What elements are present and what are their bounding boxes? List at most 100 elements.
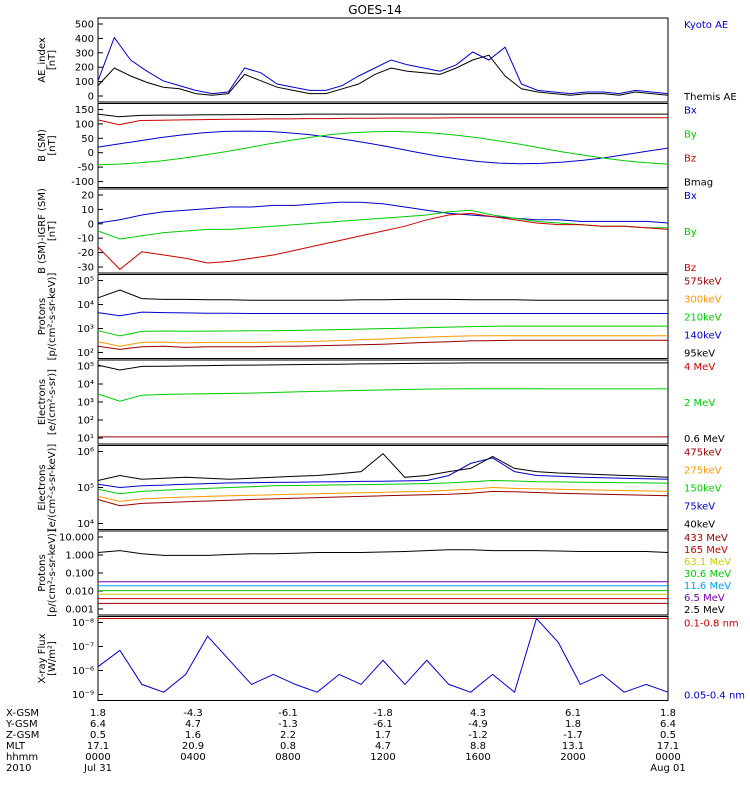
legend-label: Bmag bbox=[684, 178, 713, 189]
legend-label: 40keV bbox=[684, 520, 715, 531]
footer-value: Jul 31 bbox=[83, 763, 112, 774]
y-tick-label: 10⁵ bbox=[77, 362, 94, 373]
y-axis-label-line: Protons bbox=[37, 298, 48, 335]
y-tick-label: 10⁻⁹ bbox=[72, 690, 94, 701]
y-tick-label: 10⁻⁸ bbox=[72, 618, 94, 629]
series-line bbox=[97, 339, 668, 350]
panel-7: 10⁻⁸ 10⁻⁷ 10⁻⁶ 10⁻⁹ X-ray Flux [W/m²] 0.1-0.8 … bbox=[37, 616, 745, 702]
y-tick-label: 0 bbox=[88, 92, 94, 103]
y-axis-label: X-ray Flux [W/m²] bbox=[37, 633, 58, 683]
footer-value: 4.7 bbox=[185, 719, 201, 730]
y-tick-label: 10³ bbox=[77, 398, 94, 409]
y-tick-label: 10⁵ bbox=[77, 483, 94, 494]
y-tick-label: -30 bbox=[78, 263, 94, 274]
footer-value: 0.5 bbox=[90, 730, 106, 741]
footer-row-label: 2010 bbox=[6, 763, 31, 774]
y-axis-label-line: [p/(cm²-s-sr-keV)] bbox=[47, 273, 58, 361]
legend-label: 30.6 MeV bbox=[684, 569, 731, 580]
series-line bbox=[97, 201, 669, 224]
legend-label: 0.1-0.8 nm bbox=[684, 619, 739, 630]
panel-frame bbox=[97, 445, 669, 530]
legend-label: Themis AE bbox=[683, 92, 737, 103]
series-line bbox=[97, 453, 669, 481]
y-tick-label: 0.010 bbox=[65, 587, 94, 598]
y-tick-label: 0 bbox=[88, 219, 94, 230]
y-axis-label-line: B (SM)-IGRF (SM) bbox=[37, 188, 48, 274]
y-tick-label: 10² bbox=[77, 348, 94, 359]
footer-value: -6.1 bbox=[278, 708, 298, 719]
footer-value: 1.7 bbox=[375, 730, 391, 741]
footer-row-label: hhmm bbox=[6, 752, 38, 763]
panel-frame bbox=[97, 274, 669, 359]
series-line bbox=[97, 209, 668, 240]
legend-label: 2 MeV bbox=[684, 398, 715, 409]
y-axis-label: Electrons [e/(cm²-s-sr-keV)] bbox=[37, 444, 58, 532]
y-tick-label: 200 bbox=[75, 63, 94, 74]
legend-label: 275keV bbox=[684, 466, 722, 477]
series-line bbox=[97, 130, 669, 166]
legend-label: 4 MeV bbox=[684, 362, 715, 373]
legend-label: 475keV bbox=[684, 448, 722, 459]
legend-label: By bbox=[684, 130, 697, 141]
panel-frame bbox=[97, 17, 669, 103]
series-line bbox=[97, 212, 669, 271]
panel-frame bbox=[97, 616, 669, 701]
footer-value: 0000 bbox=[655, 752, 680, 763]
footer-row-label: MLT bbox=[6, 741, 26, 752]
series-line bbox=[97, 36, 669, 95]
y-tick-label: 100 bbox=[75, 77, 94, 88]
y-tick-label: 50 bbox=[81, 134, 94, 145]
y-axis-label-line: [e/(cm²-s-sr-keV)] bbox=[47, 444, 58, 532]
footer-value: -1.8 bbox=[373, 708, 393, 719]
y-axis-label: B (SM) [nT] bbox=[37, 129, 58, 162]
footer-value: 13.1 bbox=[562, 741, 584, 752]
y-tick-label: 10⁻⁷ bbox=[72, 642, 94, 653]
legend-label: 0.05-0.4 nm bbox=[684, 691, 745, 702]
series-line bbox=[97, 486, 669, 502]
footer-value: 4.7 bbox=[375, 741, 391, 752]
y-tick-label: 400 bbox=[75, 34, 94, 45]
footer-value: 2.2 bbox=[280, 730, 296, 741]
y-tick-label: 10⁴ bbox=[77, 380, 94, 391]
y-axis-label: Protons [p/(cm²-s-sr-keV)] bbox=[37, 529, 58, 617]
footer-value: 8.8 bbox=[470, 741, 486, 752]
y-axis-label-line: [nT] bbox=[47, 50, 58, 70]
legend-label: Bz bbox=[684, 154, 696, 165]
series-line bbox=[97, 117, 668, 126]
footer-value: 1.8 bbox=[90, 708, 106, 719]
y-axis-label-line: B (SM) bbox=[37, 129, 48, 162]
y-tick-label: 100 bbox=[75, 119, 94, 130]
series-line bbox=[97, 325, 668, 337]
y-axis-label-line: Electrons bbox=[37, 379, 48, 425]
footer-row-label: Y-GSM bbox=[5, 719, 38, 730]
footer-value: 4.3 bbox=[470, 708, 486, 719]
legend-label: Bx bbox=[684, 191, 697, 202]
legend-label: 300keV bbox=[684, 295, 722, 306]
series-line bbox=[97, 490, 669, 507]
series-line bbox=[97, 130, 669, 165]
footer-value: 1.8 bbox=[565, 719, 581, 730]
legend-label: 2.5 MeV bbox=[684, 605, 725, 616]
footer-value: 0000 bbox=[85, 752, 110, 763]
series-line bbox=[97, 113, 668, 118]
footer-row-label: X-GSM bbox=[6, 708, 39, 719]
footer-row-label: Z-GSM bbox=[6, 730, 39, 741]
footer-value: 17.1 bbox=[657, 741, 679, 752]
y-axis-label-line: [p/(cm²-s-sr-keV)] bbox=[47, 529, 58, 617]
legend-label: 150keV bbox=[684, 484, 722, 495]
legend-label: 140keV bbox=[684, 331, 722, 342]
plot-title: GOES-14 bbox=[348, 3, 402, 17]
footer-value: 6.4 bbox=[660, 719, 676, 730]
y-axis-label: Protons [p/(cm²-s-sr-keV)] bbox=[37, 273, 58, 361]
footer-value: -6.1 bbox=[373, 719, 393, 730]
series-line bbox=[97, 54, 669, 96]
legend-label: 11.6 MeV bbox=[684, 581, 731, 592]
y-tick-label: 0.100 bbox=[65, 569, 94, 580]
panel-frame bbox=[97, 359, 669, 445]
panel-3: 10⁵ 10⁴ 10³ 10² Protons [p/(cm²-s-sr-keV)] 575… bbox=[37, 273, 722, 361]
y-tick-label: -10 bbox=[78, 234, 94, 245]
y-tick-label: 500 bbox=[75, 20, 94, 31]
series-line bbox=[97, 617, 669, 694]
panel-4: 10⁵ 10⁴ 10³ 10² 10¹ Electrons [e/(cm²-s-sr)] 4 … bbox=[37, 359, 725, 445]
